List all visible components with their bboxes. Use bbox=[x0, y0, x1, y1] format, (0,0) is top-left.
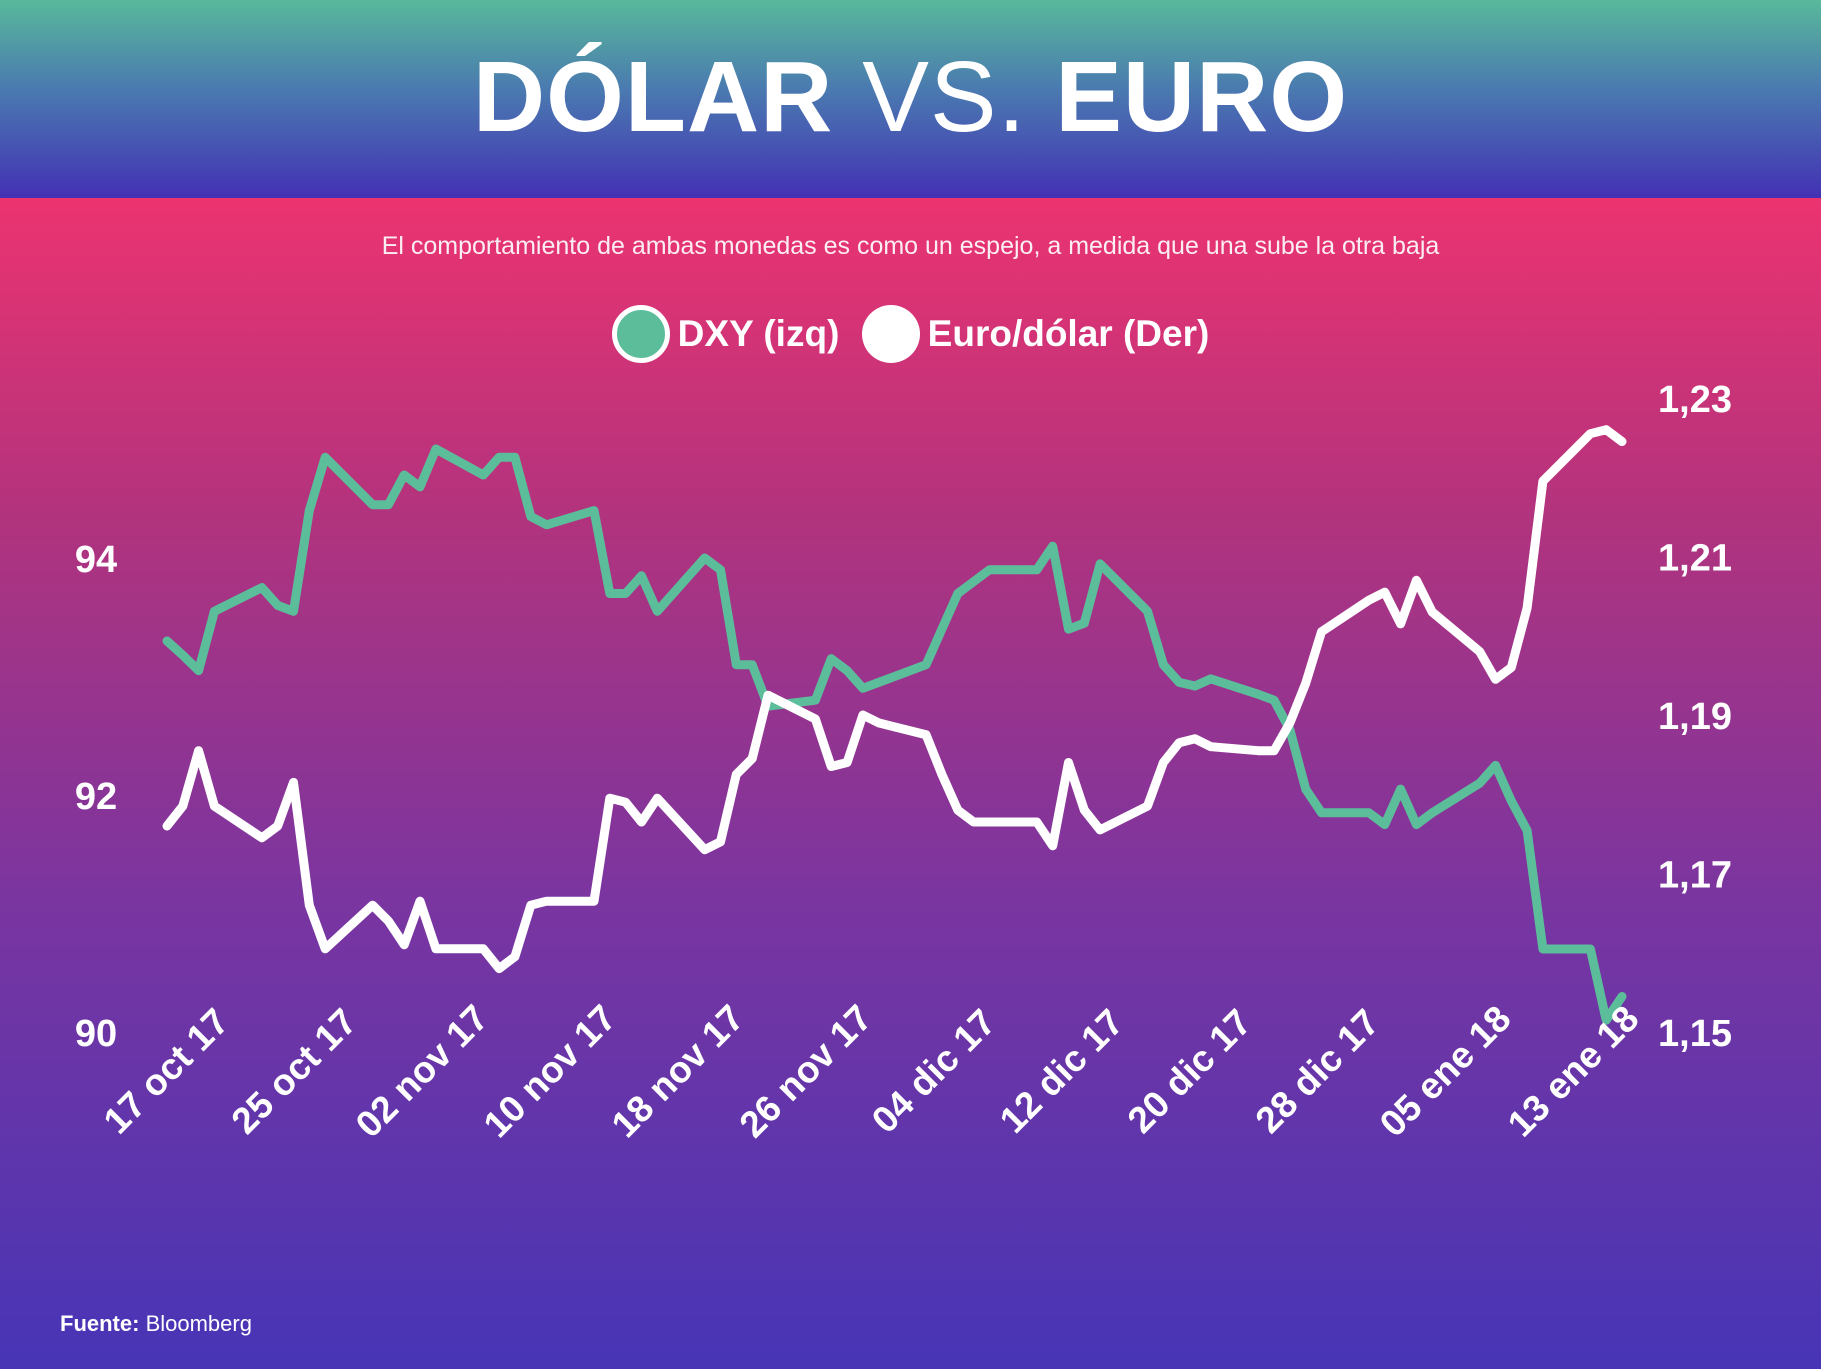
x-tick-label: 13 ene 18 bbox=[1500, 998, 1647, 1145]
x-tick-label: 20 dic 17 bbox=[1120, 1001, 1260, 1141]
x-tick-label: 28 dic 17 bbox=[1248, 1001, 1388, 1141]
source-value: Bloomberg bbox=[145, 1311, 252, 1336]
y-left-tick-label: 90 bbox=[75, 1013, 117, 1055]
x-tick-label: 18 nov 17 bbox=[604, 997, 752, 1145]
x-tick-label: 12 dic 17 bbox=[992, 1001, 1132, 1141]
source-note: Fuente: Bloomberg bbox=[60, 1311, 252, 1337]
page-title: DÓLAR VS. EURO bbox=[0, 42, 1821, 152]
x-tick-label: 05 ene 18 bbox=[1372, 998, 1519, 1145]
x-tick-label: 04 dic 17 bbox=[864, 1001, 1004, 1141]
title-dolar: DÓLAR bbox=[472, 41, 834, 153]
x-tick-label: 25 oct 17 bbox=[224, 1001, 365, 1142]
title-euro: EURO bbox=[1055, 41, 1349, 153]
title-vs: VS. bbox=[862, 41, 1027, 153]
series-line-eurusd bbox=[162, 425, 1627, 974]
y-right-tick-label: 1,19 bbox=[1658, 696, 1732, 738]
x-tick-label: 02 nov 17 bbox=[348, 997, 496, 1145]
y-right-tick-label: 1,17 bbox=[1658, 855, 1732, 897]
subtitle: El comportamiento de ambas monedas es co… bbox=[381, 232, 1440, 260]
header-banner: DÓLAR VS. EURO bbox=[0, 0, 1821, 198]
y-right-tick-label: 1,15 bbox=[1658, 1013, 1732, 1055]
legend-item-dxy: DXY (izq) bbox=[611, 305, 840, 363]
legend-item-eurusd: Euro/dólar (Der) bbox=[861, 305, 1210, 363]
legend: DXY (izq) Euro/dólar (Der) bbox=[0, 305, 1821, 372]
series-line-dxy bbox=[162, 444, 1627, 1025]
legend-swatch-eurusd bbox=[861, 305, 920, 363]
y-left-tick-label: 92 bbox=[75, 776, 117, 818]
chart-panel bbox=[0, 198, 1821, 1369]
source-label: Fuente: bbox=[60, 1311, 140, 1336]
legend-swatch-dxy bbox=[611, 305, 670, 363]
x-tick-label: 10 nov 17 bbox=[476, 997, 624, 1145]
legend-label-dxy: DXY (izq) bbox=[677, 313, 840, 354]
y-right-tick-label: 1,21 bbox=[1658, 538, 1732, 580]
y-right-tick-label: 1,23 bbox=[1658, 379, 1732, 421]
legend-label-eurusd: Euro/dólar (Der) bbox=[927, 313, 1210, 354]
y-left-tick-label: 94 bbox=[75, 539, 117, 581]
x-tick-label: 26 nov 17 bbox=[732, 997, 880, 1145]
